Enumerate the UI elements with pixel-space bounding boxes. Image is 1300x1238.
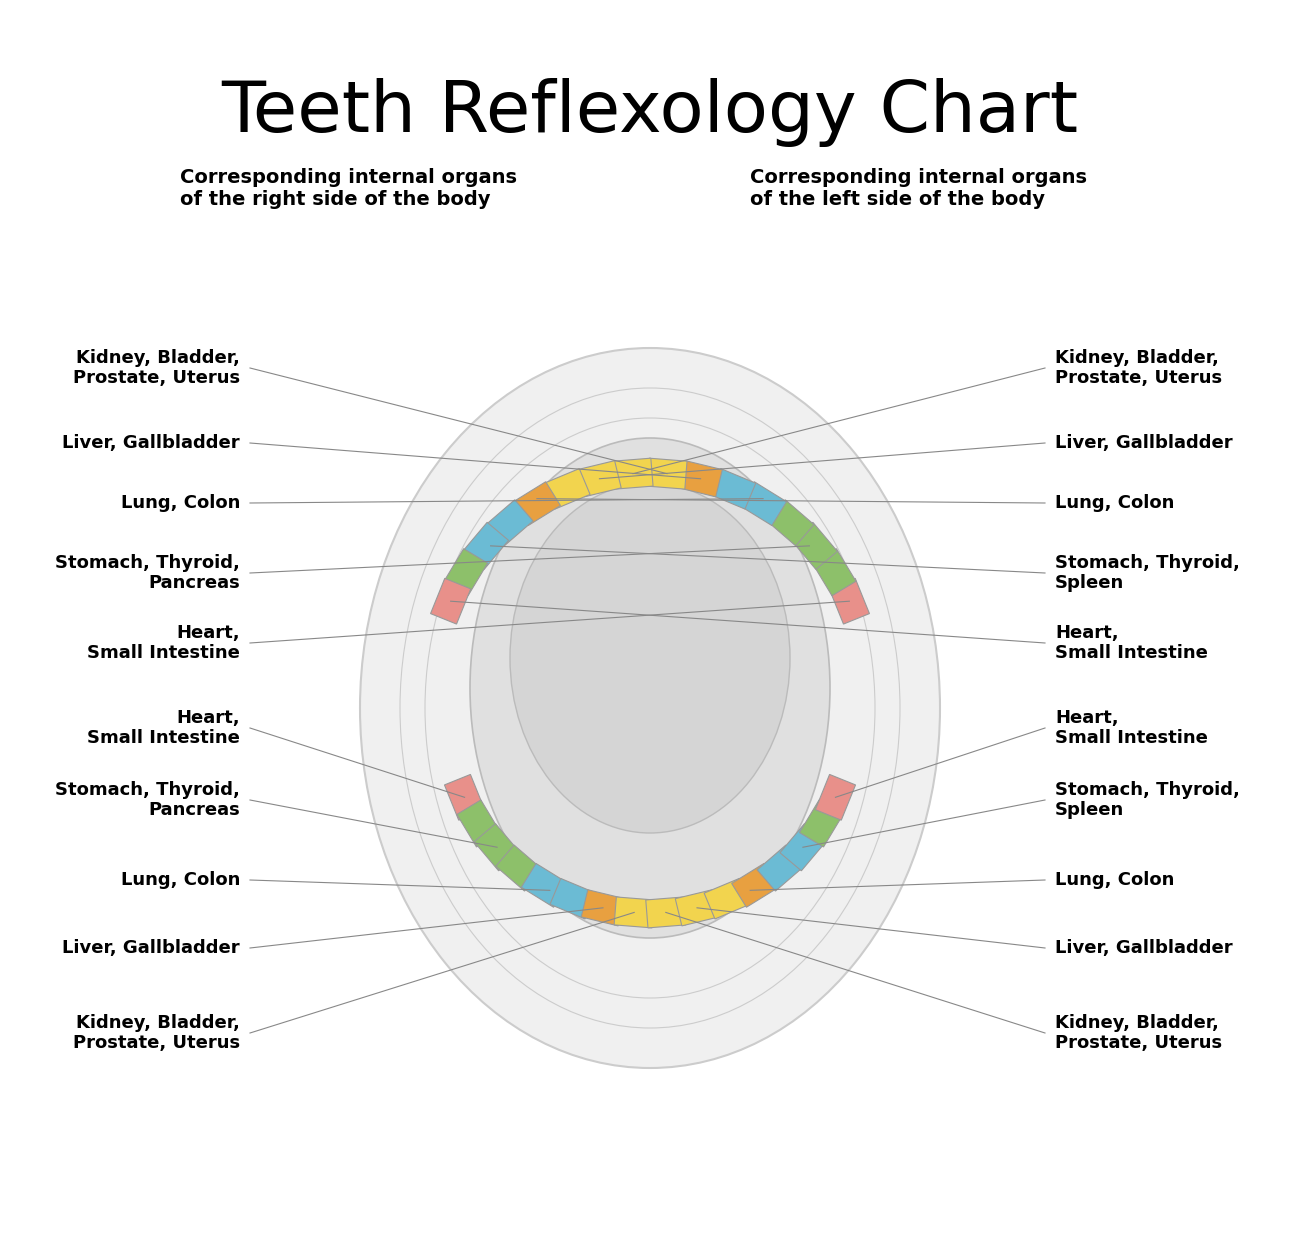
Polygon shape: [430, 578, 471, 624]
Polygon shape: [474, 823, 520, 870]
Text: Kidney, Bladder,
Prostate, Uterus: Kidney, Bladder, Prostate, Uterus: [1056, 1014, 1222, 1052]
Polygon shape: [614, 898, 654, 927]
Polygon shape: [780, 823, 826, 870]
Ellipse shape: [360, 348, 940, 1068]
Polygon shape: [800, 800, 844, 847]
Polygon shape: [463, 522, 508, 569]
Ellipse shape: [471, 438, 829, 938]
Polygon shape: [646, 898, 686, 927]
Polygon shape: [732, 863, 779, 907]
Polygon shape: [710, 469, 755, 509]
Polygon shape: [812, 548, 855, 595]
Text: Corresponding internal organs
of the left side of the body: Corresponding internal organs of the lef…: [750, 168, 1087, 209]
Polygon shape: [792, 522, 837, 569]
Polygon shape: [445, 775, 485, 820]
Text: Lung, Colon: Lung, Colon: [121, 494, 240, 513]
Polygon shape: [757, 846, 805, 891]
Text: Corresponding internal organs
of the right side of the body: Corresponding internal organs of the rig…: [179, 168, 517, 209]
Text: Heart,
Small Intestine: Heart, Small Intestine: [1056, 624, 1208, 662]
Text: Kidney, Bladder,
Prostate, Uterus: Kidney, Bladder, Prostate, Uterus: [73, 349, 240, 387]
Text: Kidney, Bladder,
Prostate, Uterus: Kidney, Bladder, Prostate, Uterus: [1056, 349, 1222, 387]
Polygon shape: [815, 775, 855, 820]
Text: Liver, Gallbladder: Liver, Gallbladder: [1056, 435, 1232, 452]
Polygon shape: [445, 548, 488, 595]
Text: Lung, Colon: Lung, Colon: [1056, 872, 1174, 889]
Polygon shape: [767, 500, 814, 546]
Text: Kidney, Bladder,
Prostate, Uterus: Kidney, Bladder, Prostate, Uterus: [73, 1014, 240, 1052]
Polygon shape: [514, 482, 560, 526]
Polygon shape: [456, 800, 500, 847]
Text: Liver, Gallbladder: Liver, Gallbladder: [62, 435, 241, 452]
Polygon shape: [829, 578, 870, 624]
Text: Heart,
Small Intestine: Heart, Small Intestine: [87, 624, 240, 662]
Polygon shape: [705, 879, 750, 919]
Ellipse shape: [510, 483, 790, 833]
Polygon shape: [495, 846, 543, 891]
Polygon shape: [545, 469, 590, 509]
Text: Heart,
Small Intestine: Heart, Small Intestine: [1056, 708, 1208, 748]
Text: Heart,
Small Intestine: Heart, Small Intestine: [87, 708, 240, 748]
Text: Stomach, Thyroid,
Pancreas: Stomach, Thyroid, Pancreas: [55, 781, 240, 820]
Text: Teeth Reflexology Chart: Teeth Reflexology Chart: [221, 78, 1079, 147]
Text: Lung, Colon: Lung, Colon: [121, 872, 240, 889]
Text: Liver, Gallbladder: Liver, Gallbladder: [1056, 938, 1232, 957]
Polygon shape: [614, 458, 653, 489]
Polygon shape: [679, 461, 723, 496]
Text: Liver, Gallbladder: Liver, Gallbladder: [62, 938, 241, 957]
Polygon shape: [577, 461, 621, 496]
Polygon shape: [581, 890, 625, 926]
Text: Stomach, Thyroid,
Pancreas: Stomach, Thyroid, Pancreas: [55, 553, 240, 593]
Polygon shape: [550, 879, 595, 919]
Polygon shape: [675, 890, 719, 926]
Polygon shape: [521, 863, 568, 907]
Polygon shape: [740, 482, 786, 526]
Polygon shape: [647, 458, 686, 489]
Polygon shape: [486, 500, 533, 546]
Text: Stomach, Thyroid,
Spleen: Stomach, Thyroid, Spleen: [1056, 781, 1240, 820]
Text: Lung, Colon: Lung, Colon: [1056, 494, 1174, 513]
Text: Stomach, Thyroid,
Spleen: Stomach, Thyroid, Spleen: [1056, 553, 1240, 593]
